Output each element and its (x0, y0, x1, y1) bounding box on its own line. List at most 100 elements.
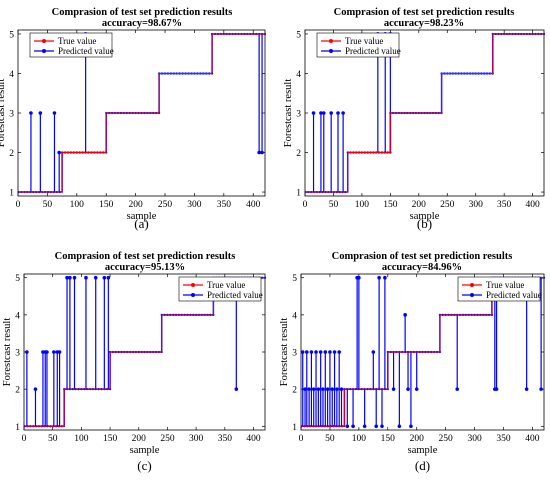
y-tick-label: 2 (292, 386, 297, 396)
predicted-outlier-point (52, 111, 57, 115)
predicted-outlier-point (380, 424, 384, 429)
chart-panel-2: Comprasion of test set prediction result… (283, 7, 546, 231)
y-tick-label: 3 (15, 349, 20, 359)
predicted-outlier-point (106, 275, 111, 280)
predicted-outlier-point (341, 111, 345, 115)
x-tick-label: 150 (381, 434, 396, 444)
y-tick-label: 5 (9, 30, 14, 40)
legend-swatch-marker (329, 39, 333, 43)
y-tick-label: 2 (9, 149, 14, 159)
predicted-outlier-point (455, 387, 460, 391)
x-tick-label: 150 (383, 200, 398, 210)
y-tick-label: 2 (296, 149, 301, 159)
predicted-outlier-point (321, 111, 326, 115)
predicted-outlier-point (93, 275, 98, 280)
predicted-outlier-point (329, 111, 333, 115)
legend-box (178, 276, 262, 302)
x-tick-label: 350 (496, 434, 511, 444)
x-tick-label: 400 (525, 434, 540, 444)
legend-swatch-marker (42, 39, 46, 43)
predicted-outlier-point (336, 111, 340, 115)
predicted-outlier-point (309, 350, 314, 354)
y-tick-label: 4 (296, 70, 301, 80)
predicted-outlier-point (406, 387, 410, 391)
panel-caption: (c) (137, 458, 151, 473)
y-axis-label: Forestcast result (279, 318, 290, 387)
legend-entry: True value (345, 36, 383, 46)
x-axis-label: sample (410, 211, 440, 222)
predicted-outlier-point (318, 350, 323, 354)
chart-panel-1: Comprasion of test set prediction result… (0, 7, 267, 231)
predicted-outlier-point (25, 350, 29, 354)
predicted-outlier-point (38, 111, 43, 115)
legend-entry: Predicted value (486, 290, 542, 300)
y-tick-label: 5 (292, 274, 297, 284)
x-tick-label: 0 (16, 200, 21, 210)
predicted-outlier-point (325, 387, 330, 391)
predicted-outlier-point (304, 350, 309, 354)
legend-box (457, 276, 541, 302)
chart-panel-3: Comprasion of test set prediction result… (2, 251, 267, 473)
predicted-outlier-point (374, 424, 379, 429)
x-tick-label: 200 (412, 200, 427, 210)
predicted-outlier-point (311, 387, 316, 391)
x-tick-label: 300 (469, 200, 484, 210)
x-tick-label: 100 (352, 434, 367, 444)
predicted-outlier-point (321, 387, 325, 391)
x-tick-label: 400 (246, 200, 261, 210)
y-tick-label: 4 (9, 70, 14, 80)
predicted-outlier-point (409, 424, 413, 429)
legend-swatch-marker (191, 293, 195, 297)
panel-caption: (b) (417, 216, 432, 231)
x-axis-label: sample (408, 445, 438, 456)
predicted-outlier-point (33, 387, 38, 391)
x-tick-label: 100 (74, 434, 89, 444)
legend-box (316, 32, 400, 58)
x-tick-label: 50 (325, 434, 335, 444)
x-tick-label: 400 (246, 434, 261, 444)
y-tick-label: 4 (292, 311, 297, 321)
true-value-line (305, 33, 544, 193)
y-tick-label: 1 (296, 189, 301, 199)
true-value-line (18, 33, 265, 193)
predicted-outlier-point (524, 387, 529, 391)
chart-title: Comprasion of test set prediction result… (52, 7, 233, 18)
chart-subtitle: accuracy=98.67% (102, 18, 182, 29)
predicted-outlier-point (414, 387, 419, 391)
legend-box (29, 32, 113, 58)
x-axis-label: sample (127, 211, 157, 222)
predicted-outlier-point (102, 275, 107, 280)
predicted-outlier-point (323, 350, 328, 354)
x-tick-label: 150 (99, 200, 114, 210)
predicted-outlier-point (260, 150, 264, 155)
predicted-outlier-point (351, 424, 355, 429)
y-tick-label: 3 (296, 110, 301, 120)
chart-title: Comprasion of test set prediction result… (55, 251, 236, 262)
predicted-outlier-point (377, 275, 381, 280)
y-tick-label: 1 (292, 423, 297, 433)
x-tick-label: 350 (497, 200, 512, 210)
predicted-outlier-point (29, 111, 33, 115)
x-tick-label: 150 (103, 434, 118, 444)
x-tick-label: 350 (217, 200, 232, 210)
panel-caption: (a) (134, 216, 148, 231)
predicted-outlier-point (57, 350, 62, 354)
chart-title: Comprasion of test set prediction result… (332, 251, 513, 262)
legend-swatch-marker (191, 283, 195, 287)
predicted-outlier-point (45, 350, 49, 354)
predicted-outlier-point (332, 350, 337, 354)
x-tick-label: 300 (467, 434, 482, 444)
predicted-outlier-point (234, 387, 239, 391)
y-tick-label: 2 (15, 386, 20, 396)
predicted-outlier-point (383, 275, 387, 280)
predicted-outlier-point (397, 424, 402, 429)
predicted-outlier-point (257, 150, 261, 155)
legend-entry: True value (207, 280, 245, 290)
predicted-outlier-point (494, 387, 499, 391)
predicted-outlier-point (357, 275, 361, 280)
predicted-outlier-point (328, 350, 332, 354)
legend-entry: Predicted value (345, 46, 401, 56)
y-axis-label: Forestcast result (2, 318, 13, 387)
chart-subtitle: accuracy=98.23% (384, 18, 464, 29)
panel-caption: (d) (415, 458, 430, 473)
